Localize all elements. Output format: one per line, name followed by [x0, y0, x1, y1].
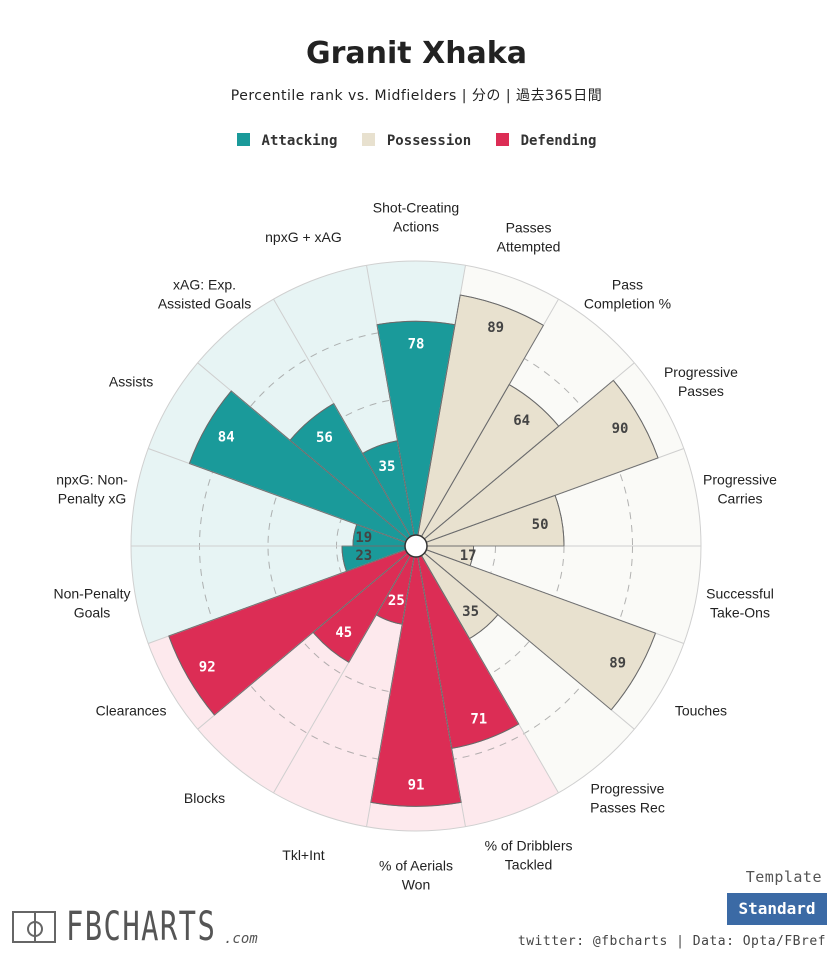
center-hole [404, 534, 428, 558]
category-label-line: % of Dribblers [485, 838, 573, 854]
value-label-progressive-carries: 50 [532, 517, 549, 533]
category-label-blocks: Blocks [184, 790, 225, 806]
legend-item-attacking: Attacking [236, 133, 338, 149]
category-label-line: % of Aerials [379, 858, 453, 874]
category-label-progressive-passes: Progressive Passes [664, 364, 738, 399]
category-label-line: Assisted Goals [158, 295, 251, 311]
category-label-line: Won [402, 877, 431, 893]
category-label-line: Touches [675, 703, 727, 719]
legend-item-possession: Possession [361, 133, 472, 149]
category-label-line: Carries [717, 490, 762, 506]
value-label-assists: 84 [218, 429, 235, 445]
category-label-line: Assists [109, 374, 153, 390]
category-label-pass-completion: Pass Completion % [584, 276, 671, 311]
category-label-line: Progressive [591, 781, 665, 797]
legend-swatch-defending [495, 133, 509, 146]
legend-label-attacking: Attacking [261, 133, 338, 149]
category-label-touches: Touches [675, 703, 727, 719]
category-label-non-penalty-goals: Non-Penalty Goals [53, 586, 130, 621]
value-label-passes-attempted: 89 [487, 320, 504, 336]
category-label-passes-attempted: Passes Attempted [497, 219, 561, 254]
category-label-assists: Assists [109, 374, 153, 390]
value-label-of-dribblers-tackled: 71 [470, 711, 487, 727]
bg-sector-tkl-int [273, 555, 415, 827]
credits: twitter: @fbcharts | Data: Opta/FBref [517, 934, 826, 949]
value-label-of-aerials-won: 91 [408, 777, 425, 793]
logo-suffix: .com [224, 931, 258, 947]
category-label-line: Actions [393, 219, 439, 235]
category-label-tkl-int: Tkl+Int [282, 847, 325, 863]
category-label-line: Non-Penalty [53, 586, 130, 602]
template-standard-button[interactable]: Standard [727, 893, 827, 925]
category-label-line: Tkl+Int [282, 847, 325, 863]
category-label-line: Progressive [664, 364, 738, 380]
category-label-line: Penalty xG [58, 490, 126, 506]
category-label-line: Successful [706, 586, 774, 602]
category-label-xag-exp-assisted-goals: xAG: Exp. Assisted Goals [158, 276, 251, 311]
category-label-line: Passes Rec [590, 800, 665, 816]
category-label-line: Pass [612, 276, 643, 292]
legend-label-possession: Possession [386, 133, 472, 149]
pitch-icon [12, 911, 56, 943]
category-label-line: Passes [506, 219, 552, 235]
value-label-shot-creating-actions: 78 [408, 336, 425, 352]
value-label-clearances: 92 [199, 660, 216, 676]
template-label: Template [745, 868, 822, 886]
outer-ring [130, 260, 702, 832]
category-label-line: Shot-Creating [373, 200, 459, 216]
value-label-xag-exp-assisted-goals: 56 [316, 430, 333, 446]
category-label-line: Progressive [703, 471, 777, 487]
legend-label-defending: Defending [520, 133, 597, 149]
value-label-tkl-int: 25 [388, 593, 405, 609]
chart-title: Granit Xhaka [305, 36, 527, 71]
value-label-touches: 89 [609, 655, 626, 671]
value-label-blocks: 45 [335, 625, 352, 641]
value-label-npxg-xag: 35 [379, 459, 396, 475]
bg-sector-npxg-non-penalty-xg [131, 448, 406, 546]
bg-sector-successful-take-ons [426, 546, 701, 644]
category-label-progressive-passes-rec: Progressive Passes Rec [590, 781, 665, 816]
category-label-clearances: Clearances [96, 703, 167, 719]
chart-subtitle: Percentile rank vs. Midfielders | 分の | 過… [230, 88, 603, 104]
category-label-npxg-xag: npxG + xAG [265, 229, 342, 245]
category-label-line: Tackled [505, 857, 552, 873]
legend-swatch-possession [361, 133, 375, 146]
value-label-non-penalty-goals: 23 [355, 548, 372, 564]
category-label-line: xAG: Exp. [173, 276, 236, 292]
category-label-line: Blocks [184, 790, 225, 806]
value-label-successful-take-ons: 17 [460, 548, 477, 564]
category-label-line: Passes [678, 383, 724, 399]
category-label-line: Goals [74, 605, 111, 621]
legend-swatch-attacking [236, 133, 250, 146]
logo-text: FBCHARTS [66, 904, 217, 950]
bg-sector-non-penalty-goals [131, 546, 406, 644]
value-label-progressive-passes-rec: 35 [462, 604, 479, 620]
value-label-progressive-passes: 90 [612, 421, 629, 437]
legend: Attacking Possession Defending [0, 133, 833, 149]
category-label-shot-creating-actions: Shot-Creating Actions [373, 200, 459, 235]
value-label-npxg-non-penalty-xg: 19 [355, 530, 372, 546]
category-label-npxg-non-penalty-xg: npxG: Non- Penalty xG [56, 471, 128, 506]
category-label-successful-take-ons: Successful Take-Ons [706, 586, 774, 621]
category-label-progressive-carries: Progressive Carries [703, 471, 777, 506]
category-label-line: Clearances [96, 703, 167, 719]
category-label-line: npxG: Non- [56, 471, 128, 487]
value-label-pass-completion: 64 [513, 413, 530, 429]
category-label-line: Completion % [584, 295, 671, 311]
category-label-of-aerials-won: % of Aerials Won [379, 858, 453, 893]
category-label-of-dribblers-tackled: % of Dribblers Tackled [485, 838, 573, 873]
category-label-line: npxG + xAG [265, 229, 342, 245]
category-label-line: Attempted [497, 238, 561, 254]
legend-item-defending: Defending [495, 133, 597, 149]
category-label-line: Take-Ons [710, 605, 770, 621]
